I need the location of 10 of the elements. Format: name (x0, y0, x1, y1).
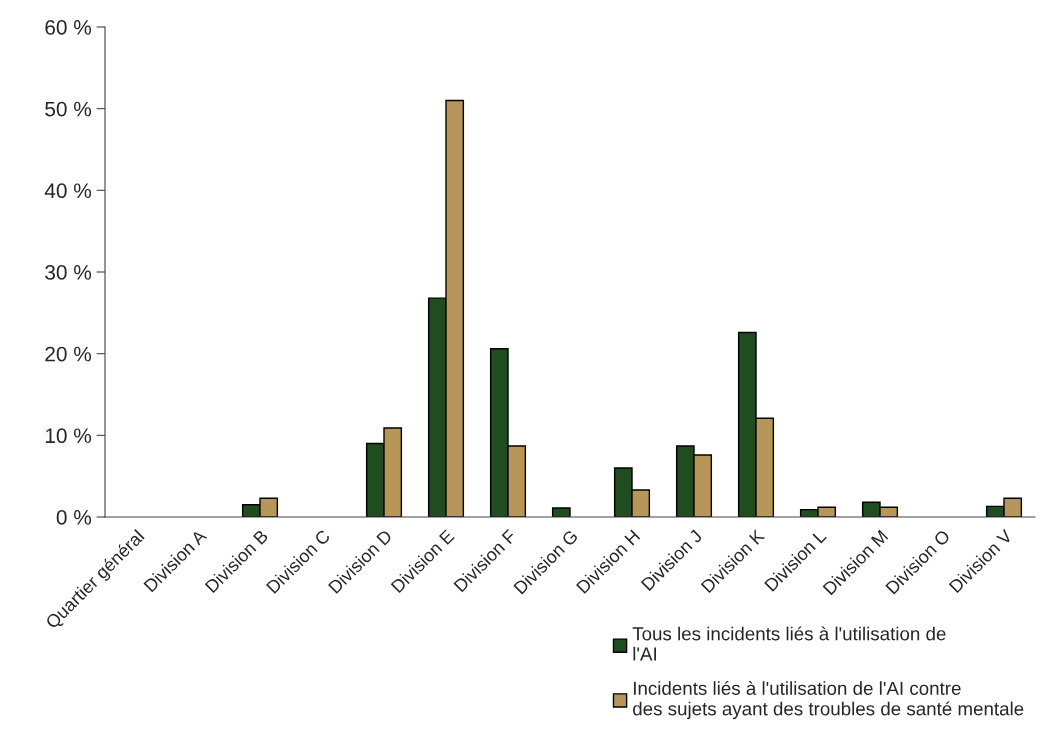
y-tick-label: 40 % (44, 183, 92, 199)
bar (551, 507, 571, 517)
legend-label: Tous les incidents liés à l'utilisation de l'AI (632, 626, 946, 661)
y-tick-label: 10 % (45, 428, 92, 444)
y-tick-label: 50 % (45, 101, 92, 117)
legend-label: Incidents liés à l'utilisation de l'AI contre des sujets ayant des troubles de santé mentale (633, 680, 1024, 720)
y-tick-label: 30 % (45, 265, 92, 280)
y-tick-label: 60 % (45, 20, 92, 35)
y-tick-label: 20 % (45, 346, 92, 362)
y-tick-label: 0 % (56, 510, 92, 525)
